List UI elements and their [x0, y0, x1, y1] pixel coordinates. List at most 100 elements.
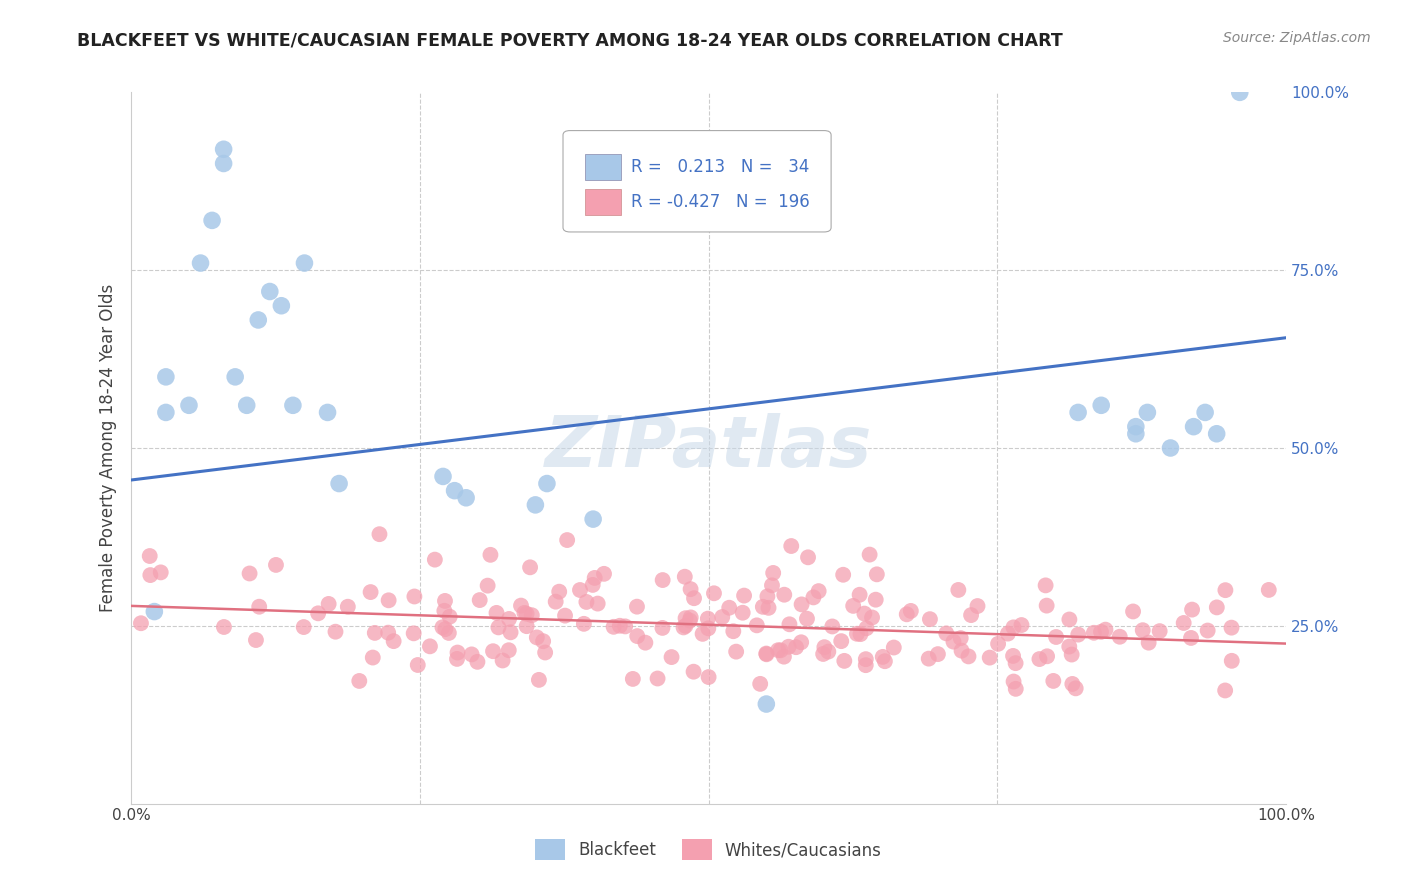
Point	[402, 626, 425, 640]
Point	[960, 608, 983, 623]
Point	[762, 566, 785, 580]
Point	[679, 610, 702, 624]
Point	[292, 620, 315, 634]
Point	[758, 600, 780, 615]
Point	[935, 626, 957, 640]
Point	[790, 598, 813, 612]
Point	[155, 405, 177, 419]
Point	[536, 476, 558, 491]
Point	[626, 629, 648, 643]
Point	[516, 619, 538, 633]
Point	[773, 588, 796, 602]
Point	[316, 405, 339, 419]
Point	[1220, 654, 1243, 668]
Point	[377, 593, 399, 607]
Point	[675, 619, 697, 633]
Point	[1215, 583, 1237, 598]
Point	[433, 604, 456, 618]
Point	[361, 650, 384, 665]
Point	[1181, 602, 1204, 616]
Point	[723, 624, 745, 639]
Point	[1067, 405, 1090, 419]
Point	[755, 697, 778, 711]
Point	[239, 566, 262, 581]
Text: ZIPatlas: ZIPatlas	[546, 414, 872, 483]
Point	[697, 670, 720, 684]
Point	[294, 256, 316, 270]
Point	[259, 285, 281, 299]
Point	[725, 645, 748, 659]
Point	[733, 589, 755, 603]
Point	[336, 599, 359, 614]
Point	[865, 592, 887, 607]
Point	[1002, 648, 1025, 663]
Point	[918, 612, 941, 626]
Point	[1125, 426, 1147, 441]
Point	[548, 584, 571, 599]
Point	[1090, 624, 1112, 639]
Point	[138, 549, 160, 563]
Point	[634, 635, 657, 649]
Point	[586, 597, 609, 611]
Point	[866, 567, 889, 582]
Point	[683, 591, 706, 606]
Point	[456, 491, 478, 505]
Point	[853, 607, 876, 621]
Point	[247, 599, 270, 614]
Point	[434, 622, 457, 636]
Point	[966, 599, 988, 613]
Point	[513, 606, 536, 620]
Point	[769, 643, 792, 657]
Point	[1229, 86, 1251, 100]
Point	[859, 548, 882, 562]
Point	[949, 631, 972, 645]
Point	[1083, 625, 1105, 640]
Point	[432, 620, 454, 634]
Point	[626, 599, 648, 614]
Point	[1002, 674, 1025, 689]
Point	[224, 369, 246, 384]
Point	[1059, 640, 1081, 654]
Point	[467, 655, 489, 669]
Point	[433, 594, 456, 608]
Point	[855, 621, 877, 635]
Point	[1257, 582, 1279, 597]
Point	[785, 640, 807, 655]
Point	[703, 586, 725, 600]
Point	[491, 653, 513, 667]
Point	[488, 620, 510, 634]
Point	[679, 582, 702, 596]
Point	[1180, 631, 1202, 645]
Point	[382, 634, 405, 648]
Point	[651, 621, 673, 635]
Point	[1197, 624, 1219, 638]
Point	[957, 649, 980, 664]
Point	[845, 627, 868, 641]
Point	[155, 369, 177, 384]
Point	[468, 593, 491, 607]
Text: Source: ZipAtlas.com: Source: ZipAtlas.com	[1223, 31, 1371, 45]
Point	[778, 640, 800, 654]
Point	[614, 619, 637, 633]
Point	[697, 621, 720, 635]
Point	[979, 650, 1001, 665]
Point	[997, 626, 1019, 640]
Legend: Blackfeet, Whites/Caucasians: Blackfeet, Whites/Caucasians	[529, 833, 889, 866]
Point	[516, 607, 538, 621]
Point	[1045, 630, 1067, 644]
Point	[1213, 683, 1236, 698]
Point	[264, 558, 287, 572]
Point	[696, 612, 718, 626]
Point	[718, 600, 741, 615]
Point	[526, 631, 548, 645]
Point	[582, 512, 605, 526]
Point	[423, 552, 446, 566]
Point	[1035, 599, 1057, 613]
Point	[1062, 677, 1084, 691]
Point	[582, 578, 605, 592]
Point	[307, 607, 329, 621]
Point	[318, 597, 340, 611]
Point	[499, 625, 522, 640]
Point	[477, 579, 499, 593]
Point	[520, 608, 543, 623]
